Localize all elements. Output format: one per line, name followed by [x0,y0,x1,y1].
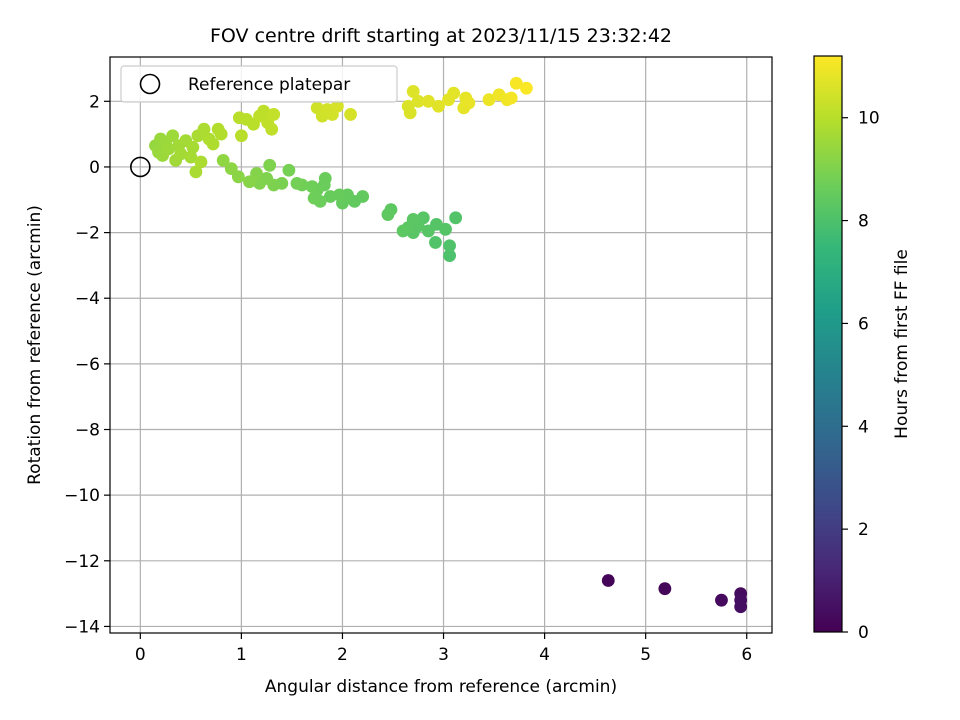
data-point [482,93,496,107]
data-points [149,76,748,614]
legend-entry-label: Reference platepar [188,75,350,95]
data-point [186,140,200,154]
data-point [715,593,728,607]
data-point [509,76,523,90]
data-point [174,147,188,161]
y-tick-label: −6 [75,355,100,375]
data-point [520,81,533,95]
data-point [197,122,211,136]
x-axis-label: Angular distance from reference (arcmin) [265,677,617,697]
y-tick-label: −4 [75,289,100,309]
data-point [411,94,425,108]
data-point [206,137,220,151]
y-tick-label: 0 [89,158,100,178]
data-point [443,239,456,253]
colorbar-tick-label: 4 [858,417,869,437]
y-tick-label: −12 [64,552,100,572]
data-point [462,96,476,110]
data-point [282,163,296,177]
x-tick-label: 5 [640,645,651,665]
data-point [263,158,277,172]
data-point [658,582,672,596]
x-tick-label: 3 [438,645,449,665]
data-point [403,106,417,120]
data-point [214,127,228,141]
data-point [449,211,463,225]
data-point [234,129,248,143]
y-tick-label: −10 [64,486,100,506]
data-point [331,99,344,113]
data-point [184,150,198,164]
data-point [162,142,176,156]
data-point [447,86,461,100]
data-point [323,190,337,203]
colorbar: 0 2 4 6 8 10 Hours from first FF file [813,55,912,643]
data-point [443,249,456,262]
x-tick-label: 2 [337,645,348,665]
data-point [267,108,281,121]
plot-frame [109,56,773,634]
colorbar-gradient [813,55,843,633]
data-point [305,180,319,194]
x-axis-ticks: 0 1 2 3 4 5 6 [135,633,752,665]
y-tick-label: −8 [75,421,100,441]
data-point [406,85,420,98]
legend-marker [139,73,161,95]
data-point [189,165,203,179]
data-point [421,224,435,238]
data-point [166,129,180,143]
reference-platepar-marker [130,156,151,178]
data-point [265,122,279,136]
colorbar-tick-label: 10 [858,109,880,129]
data-point [257,104,271,118]
data-point [290,176,304,190]
data-point [243,175,256,189]
colorbar-tick-label: 8 [858,212,869,232]
data-point [421,94,435,108]
legend-box [120,65,398,103]
data-point [224,162,238,175]
x-tick-label: 0 [135,645,146,665]
data-point [344,108,357,121]
data-point [307,191,321,205]
y-tick-label: −2 [75,224,100,244]
y-tick-label: −14 [64,617,100,637]
x-tick-label: 4 [539,645,550,665]
data-point [396,224,410,238]
y-axis-ticks: −14 −12 −10 −8 −6 −4 −2 0 2 [64,92,110,637]
data-point [734,600,748,614]
x-tick-label: 1 [236,645,247,665]
colorbar-label: Hours from first FF file [892,249,912,439]
colorbar-tick-label: 2 [858,520,869,540]
data-point [432,99,445,113]
data-point [381,208,395,221]
y-axis-label: Rotation from reference (arcmin) [25,205,45,485]
legend: Reference platepar [120,65,398,103]
y-tick-label: 2 [89,92,100,112]
colorbar-tick-label: 0 [858,623,869,643]
colorbar-ticks: 0 2 4 6 8 10 [842,109,880,643]
data-point [253,176,266,190]
data-point [601,574,615,587]
x-tick-label: 6 [741,645,752,665]
data-point [216,153,230,167]
data-point [429,236,442,249]
chart-title: FOV centre drift starting at 2023/11/15 … [210,25,672,47]
data-point [194,155,208,169]
data-point [504,91,518,105]
colorbar-tick-label: 6 [858,314,869,334]
